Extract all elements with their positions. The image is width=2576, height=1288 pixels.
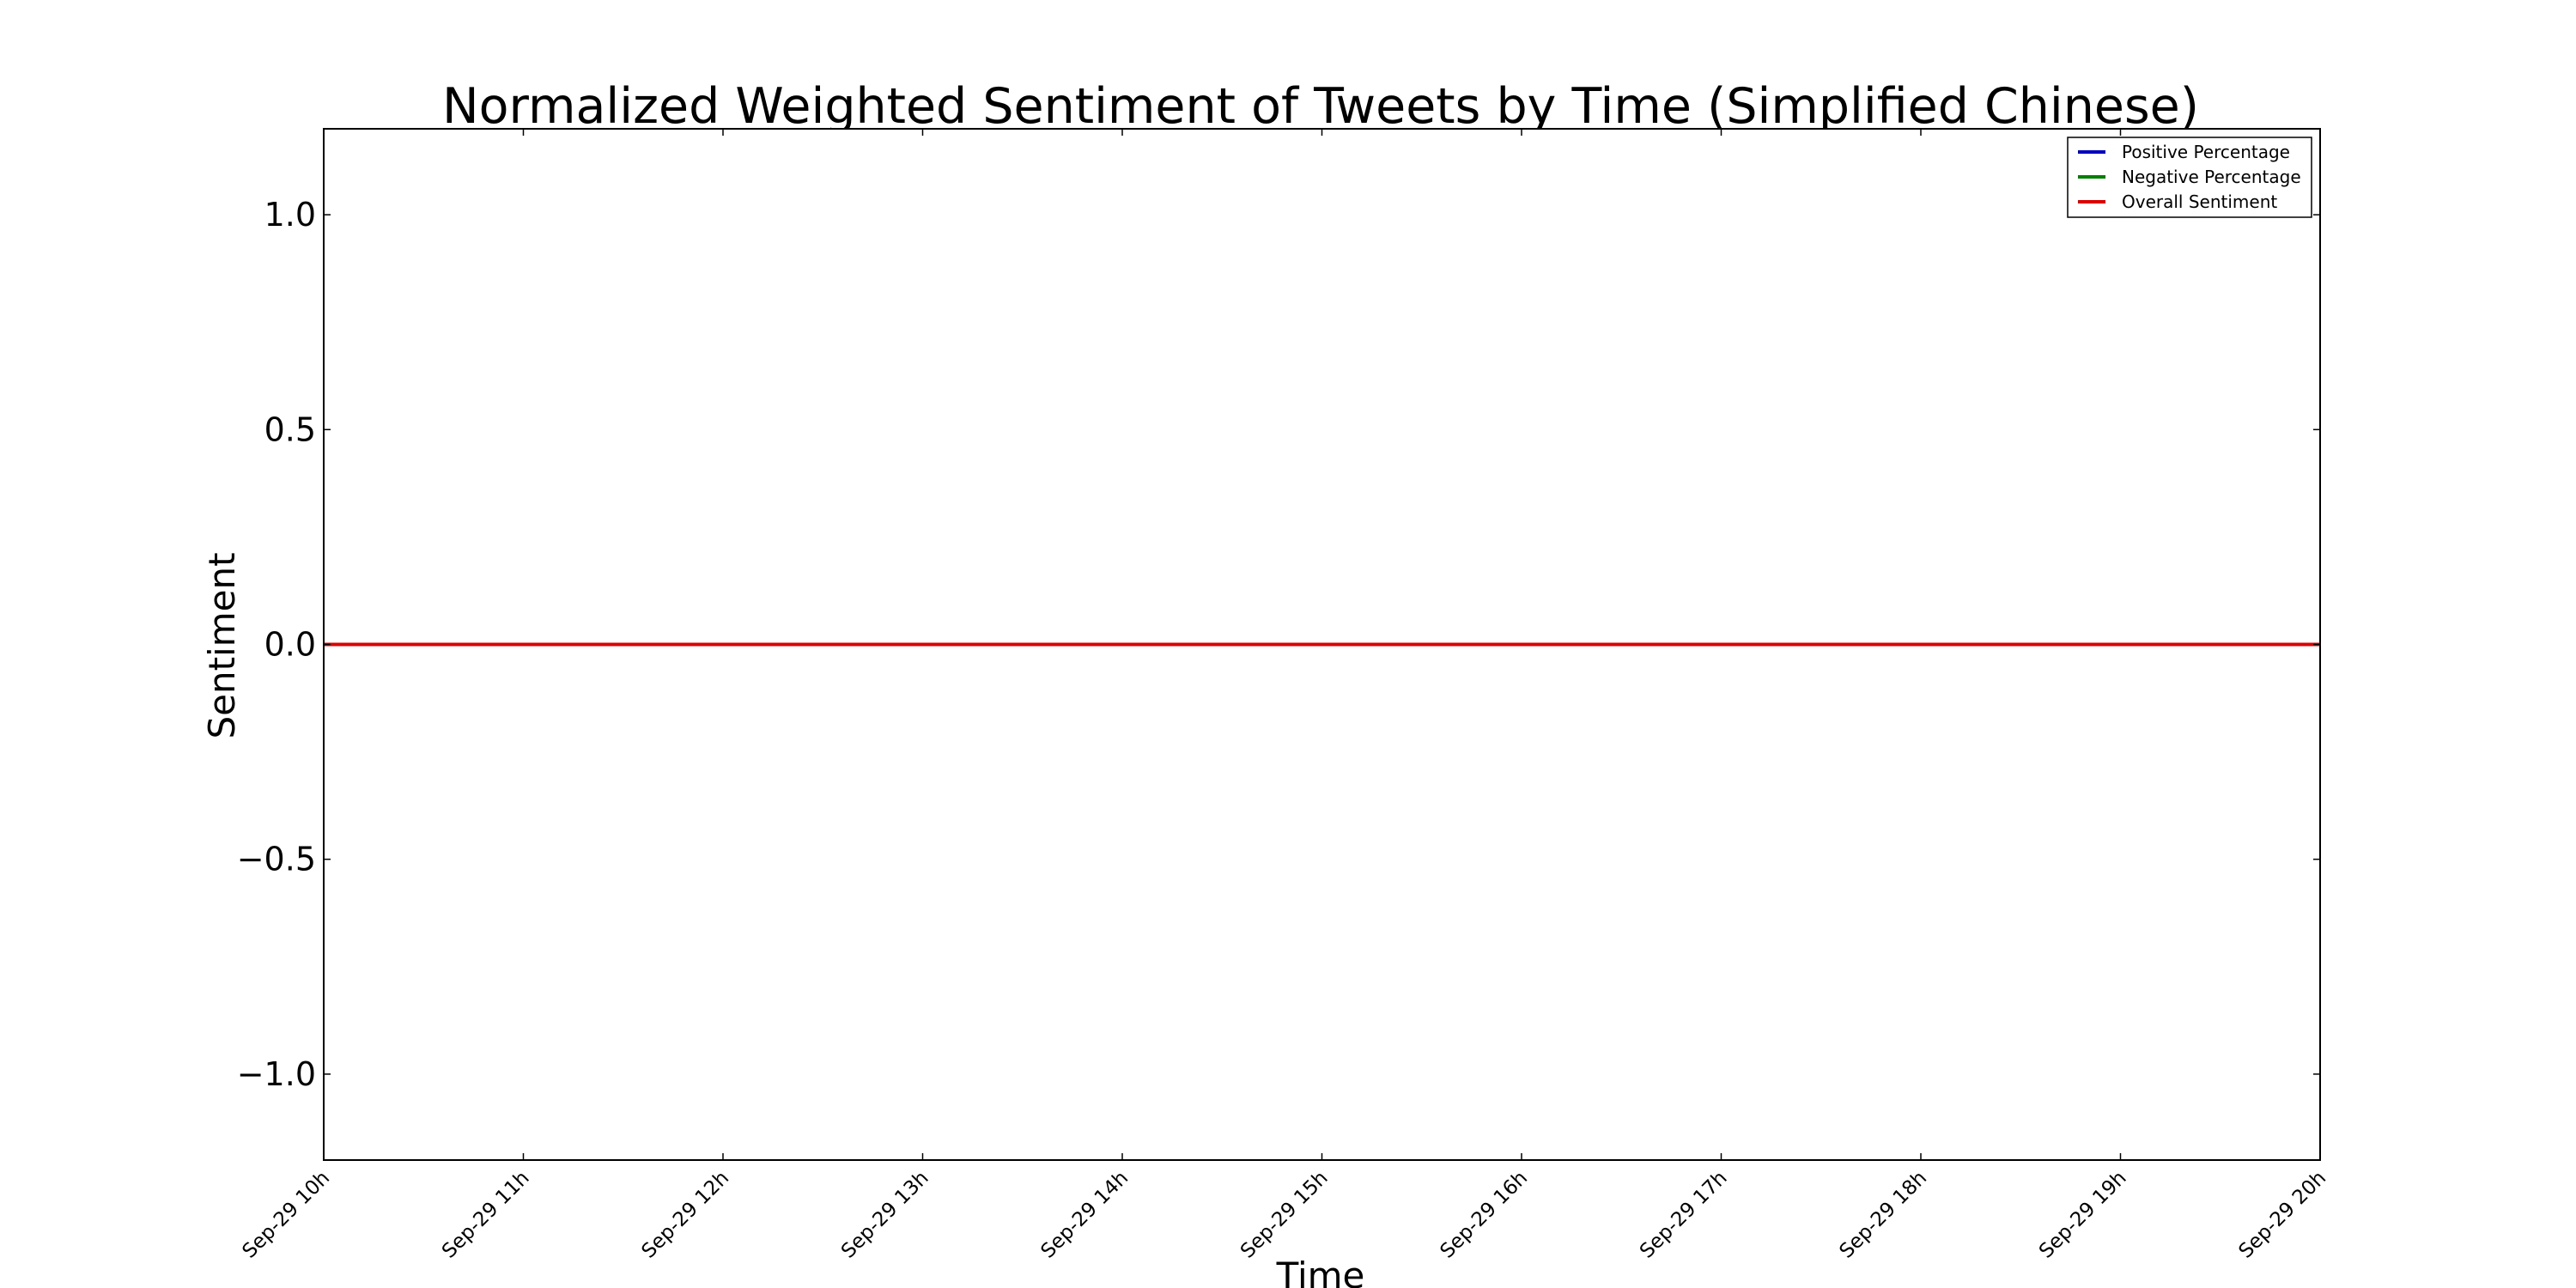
x-tick-label: Sep-29 10h xyxy=(238,1167,334,1263)
y-tick-label: 0.5 xyxy=(264,410,316,448)
legend-entry: Positive Percentage xyxy=(2122,142,2290,162)
x-tick-label: Sep-29 16h xyxy=(1436,1167,1532,1263)
legend: Positive Percentage Negative Percentage Ov… xyxy=(2067,137,2312,218)
legend-box xyxy=(2067,137,2312,218)
x-tick-label: Sep-29 20h xyxy=(2234,1167,2330,1263)
x-tick-label: Sep-29 17h xyxy=(1636,1167,1732,1263)
x-tick-label: Sep-29 19h xyxy=(2035,1167,2131,1263)
x-tick-label: Sep-29 11h xyxy=(438,1167,534,1263)
plot-area: 1.0 0.5 0.0 −0.5 −1.0 Sep-29 10h Sep-29 11h Sep… xyxy=(237,128,2330,1263)
y-tick-label: −0.5 xyxy=(237,841,316,878)
y-tick-label: 1.0 xyxy=(264,196,316,234)
chart-title: Normalized Weighted Sentiment of Tweets … xyxy=(442,78,2199,135)
y-tick-label: −1.0 xyxy=(237,1055,316,1093)
x-axis-label: Time xyxy=(1276,1255,1365,1288)
x-tick-label: Sep-29 18h xyxy=(1835,1167,1931,1263)
legend-entry: Negative Percentage xyxy=(2122,167,2301,187)
x-tick-label: Sep-29 13h xyxy=(837,1167,933,1263)
x-tick-label: Sep-29 14h xyxy=(1036,1167,1133,1263)
legend-entry: Overall Sentiment xyxy=(2122,191,2277,212)
x-tick-label: Sep-29 12h xyxy=(637,1167,733,1263)
y-tick-label: 0.0 xyxy=(264,626,316,664)
y-axis-label: Sentiment xyxy=(201,552,243,738)
x-tick-label: Sep-29 15h xyxy=(1236,1167,1333,1263)
